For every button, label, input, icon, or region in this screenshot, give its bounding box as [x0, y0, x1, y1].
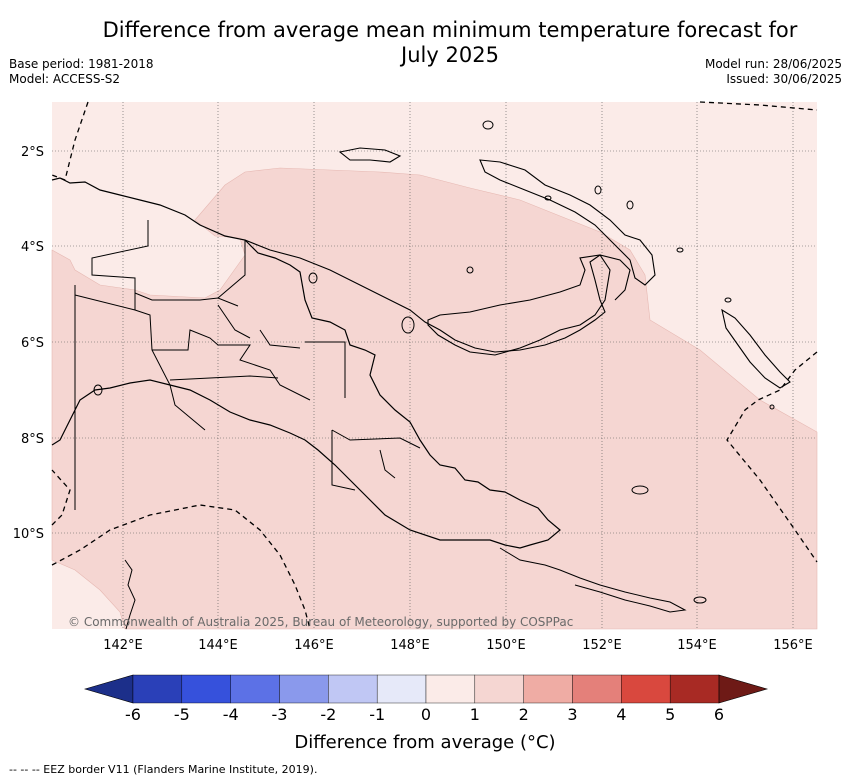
colorbar-segment [425, 674, 476, 704]
new-ireland-island [479, 159, 656, 286]
lon-label-154e: 154°E [677, 638, 717, 653]
lon-labels: 142°E 144°E 146°E 148°E 150°E 152°E 154°… [103, 638, 813, 653]
colorbar-segment [669, 674, 720, 704]
model-run-text: Model run: 28/06/2025 [704, 57, 842, 71]
small-islands [93, 120, 775, 604]
meta-right: Model run: 28/06/2025 Issued: 30/06/2025 [705, 57, 842, 87]
province-borders [74, 220, 421, 510]
lat-labels: 2°S 4°S 6°S 8°S 10°S [13, 145, 44, 542]
lat-label-4s: 4°S [21, 240, 44, 255]
colorbar-segment [621, 674, 671, 704]
colorbar-tick-label: 0 [421, 705, 431, 724]
bougainville-island [721, 308, 791, 389]
colorbar-tick-label: -2 [320, 705, 336, 724]
lon-label-150e: 150°E [486, 638, 526, 653]
new-britain-island [427, 254, 611, 356]
model-text: Model: ACCESS-S2 [9, 72, 121, 86]
colorbar-segment [376, 674, 427, 704]
sepik-coast [244, 239, 631, 353]
lon-label-148e: 148°E [390, 638, 430, 653]
colorbar-arrow-low [83, 674, 134, 704]
lon-label-156e: 156°E [773, 638, 813, 653]
colorbar-segment [523, 674, 573, 704]
map-title-line1: Difference from average mean minimum tem… [102, 18, 798, 42]
colorbar-arrow-high [718, 674, 769, 704]
colorbar-tick-label: 6 [714, 705, 724, 724]
colorbar-segment [230, 674, 280, 704]
colorbar-segment [181, 674, 231, 704]
colorbar-segment [572, 674, 622, 704]
eez-footnote: -- -- -- EEZ border V11 (Flanders Marine… [9, 763, 318, 776]
colorbar-tick-label: 1 [470, 705, 480, 724]
eez-borders [51, 101, 818, 630]
issued-text: Issued: 30/06/2025 [726, 72, 842, 86]
map-title-line2: July 2025 [401, 43, 499, 67]
colorbar-tick-label: 2 [519, 705, 529, 724]
lon-label-142e: 142°E [103, 638, 143, 653]
colorbar-tick-label: -3 [272, 705, 288, 724]
lat-label-8s: 8°S [21, 432, 44, 447]
colorbar-ticks: -6 -5 -4 -3 -2 -1 0 1 2 3 4 5 6 [125, 705, 724, 724]
colorbar-segment [474, 674, 524, 704]
colorbar-tick-label: 5 [665, 705, 675, 724]
lat-label-2s: 2°S [21, 145, 44, 160]
colorbar-segment [328, 674, 378, 704]
colorbar-segment [132, 674, 183, 704]
colorbar-tick-label: -5 [174, 705, 190, 724]
colorbar-tick-label: 4 [616, 705, 626, 724]
colorbar-tick-label: -1 [369, 705, 385, 724]
anomaly-field-medium [51, 167, 818, 630]
manus-island [338, 147, 402, 163]
colorbar-tick-label: -4 [223, 705, 239, 724]
lat-label-10s: 10°S [13, 527, 44, 542]
meta-left: Base period: 1981-2018 Model: ACCESS-S2 [9, 57, 154, 87]
papuan-tail [499, 547, 687, 613]
lat-label-6s: 6°S [21, 336, 44, 351]
colorbar-title: Difference from average (°C) [294, 732, 556, 753]
colorbar-segment [279, 674, 329, 704]
lon-label-146e: 146°E [294, 638, 334, 653]
colorbar-tick-label: 3 [567, 705, 577, 724]
colorbar-tick-label: -6 [125, 705, 141, 724]
lon-label-152e: 152°E [582, 638, 622, 653]
colorbar: -6 -5 -4 -3 -2 -1 0 1 2 3 4 5 6 [83, 674, 769, 724]
base-period-text: Base period: 1981-2018 [9, 57, 154, 71]
grid-lines [52, 102, 817, 629]
lon-label-144e: 144°E [198, 638, 238, 653]
torres-coast [124, 559, 136, 630]
new-guinea-coastline [51, 177, 561, 549]
map-title: Difference from average mean minimum tem… [0, 18, 850, 68]
map-credit: © Commonwealth of Australia 2025, Bureau… [68, 615, 573, 629]
colorbar-segments [132, 674, 720, 704]
